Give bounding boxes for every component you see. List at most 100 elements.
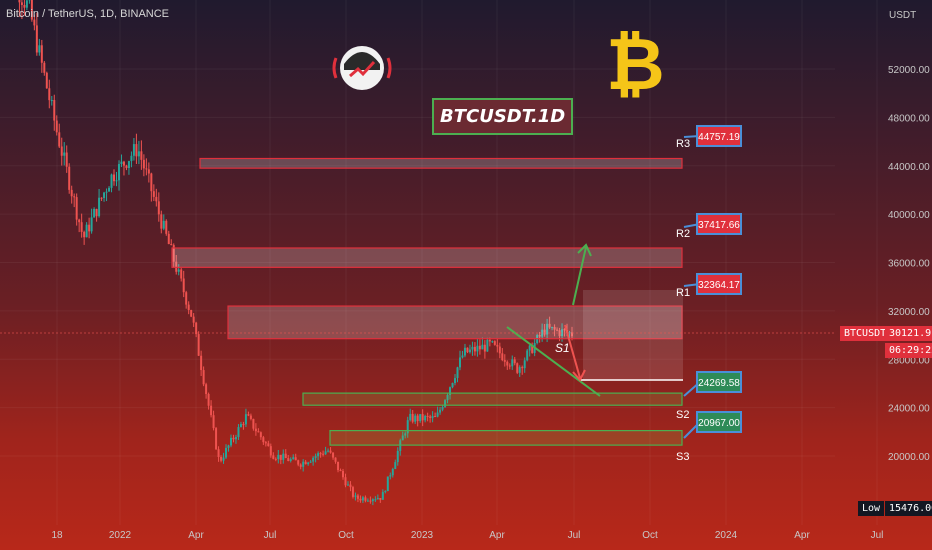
candle-body: [30, 0, 33, 20]
level-name-r3: R3: [676, 138, 690, 150]
y-tick-label: 24000.00: [888, 404, 930, 415]
candle-body: [289, 459, 292, 461]
candle-body: [476, 345, 479, 352]
candle-body: [461, 355, 464, 358]
candle-body: [359, 498, 362, 501]
candle-body: [145, 168, 148, 170]
candle-body: [508, 365, 511, 367]
candle-body: [212, 415, 215, 429]
candle-body: [513, 359, 516, 364]
x-tick-label: Jul: [871, 530, 884, 541]
chart-label-box: BTCUSDT.1D: [432, 98, 574, 135]
candle-body: [327, 450, 330, 452]
candle-body: [406, 420, 409, 434]
candle-body: [488, 339, 491, 342]
author-logo: [330, 36, 394, 100]
candle-body: [105, 191, 108, 193]
candle-body: [58, 132, 61, 147]
candle-body: [389, 475, 392, 477]
x-tick-label: 2022: [109, 530, 132, 541]
candle-body: [414, 415, 417, 422]
candle-body: [162, 220, 165, 229]
candle-body: [411, 413, 414, 422]
candle-body: [354, 495, 357, 497]
candle-body: [63, 152, 66, 156]
candle-body: [249, 415, 252, 419]
symbol-title: Bitcoin / TetherUS, 1D, BINANCE: [6, 8, 170, 20]
candle-body: [521, 367, 524, 369]
candle-body: [142, 159, 145, 169]
candle-body: [130, 155, 133, 162]
candle-body: [481, 344, 484, 350]
candle-body: [386, 476, 389, 492]
candle-body: [277, 454, 280, 460]
candle-body: [55, 120, 58, 133]
candle-body: [424, 415, 427, 421]
candle-body: [356, 495, 359, 499]
candle-body: [207, 393, 210, 406]
candle-body: [556, 329, 559, 331]
price-axis[interactable]: 20000.00 24000.00 28000.00 32000.00 36000.00…: [888, 65, 930, 463]
candle-body: [222, 457, 225, 461]
level-value-box-s3: [696, 411, 742, 433]
candle-body: [329, 450, 332, 453]
candle-body: [312, 457, 315, 462]
support-resistance-zones: [171, 157, 683, 446]
candle-body: [85, 224, 88, 238]
candle-body: [227, 445, 230, 448]
candle-body: [267, 443, 270, 447]
candle-body: [220, 457, 223, 461]
candle-body: [50, 100, 53, 102]
candle-body: [491, 341, 494, 343]
candle-body: [543, 329, 546, 335]
zone-r1: [227, 305, 683, 340]
bitcoin-icon: ₿: [606, 22, 665, 106]
candle-body: [182, 278, 185, 293]
candle-body: [274, 458, 277, 460]
candle-body: [237, 427, 240, 438]
candle-body: [366, 500, 369, 502]
candle-body: [531, 345, 534, 353]
s1-annotation: S1: [555, 341, 570, 355]
candle-body: [463, 347, 466, 356]
candle-body: [264, 442, 267, 444]
candle-body: [35, 25, 38, 53]
candle-body: [234, 437, 237, 440]
candle-body: [65, 152, 68, 167]
candle-body: [95, 208, 98, 217]
candle-body: [88, 224, 91, 232]
candle-body: [187, 304, 190, 310]
candle-body: [376, 498, 379, 500]
candle-body: [185, 292, 188, 305]
candle-body: [446, 394, 449, 401]
projection-arrow-down: [564, 324, 581, 379]
time-axis[interactable]: 18 2022 Apr Jul Oct 2023 Apr Jul Oct 2024 Apr Jul: [51, 530, 883, 541]
candle-body: [259, 432, 262, 438]
candle-body: [401, 435, 404, 441]
level-value-box-r3: [696, 125, 742, 147]
candle-body: [279, 454, 282, 460]
candle-body: [175, 261, 178, 272]
candle-body: [506, 361, 509, 366]
candle-body: [78, 219, 81, 223]
level-value-r1: 32364.17: [698, 280, 740, 291]
x-tick-label: 2023: [411, 530, 434, 541]
candle-body: [262, 437, 265, 443]
y-tick-label: 28000.00: [888, 355, 930, 366]
candle-body: [132, 144, 135, 156]
descending-trendline: [506, 326, 601, 397]
candle-body: [468, 349, 471, 353]
candle-body: [431, 416, 434, 418]
candle-body: [416, 415, 419, 421]
candle-body: [257, 431, 260, 433]
candle-body: [68, 166, 71, 190]
candle-body: [25, 0, 28, 8]
candle-body: [307, 462, 310, 465]
candle-body: [242, 424, 245, 426]
candle-body: [197, 334, 200, 356]
projection-box: [583, 290, 683, 380]
candle-body: [125, 165, 128, 169]
candle-body: [503, 360, 506, 362]
candle-body: [200, 355, 203, 371]
